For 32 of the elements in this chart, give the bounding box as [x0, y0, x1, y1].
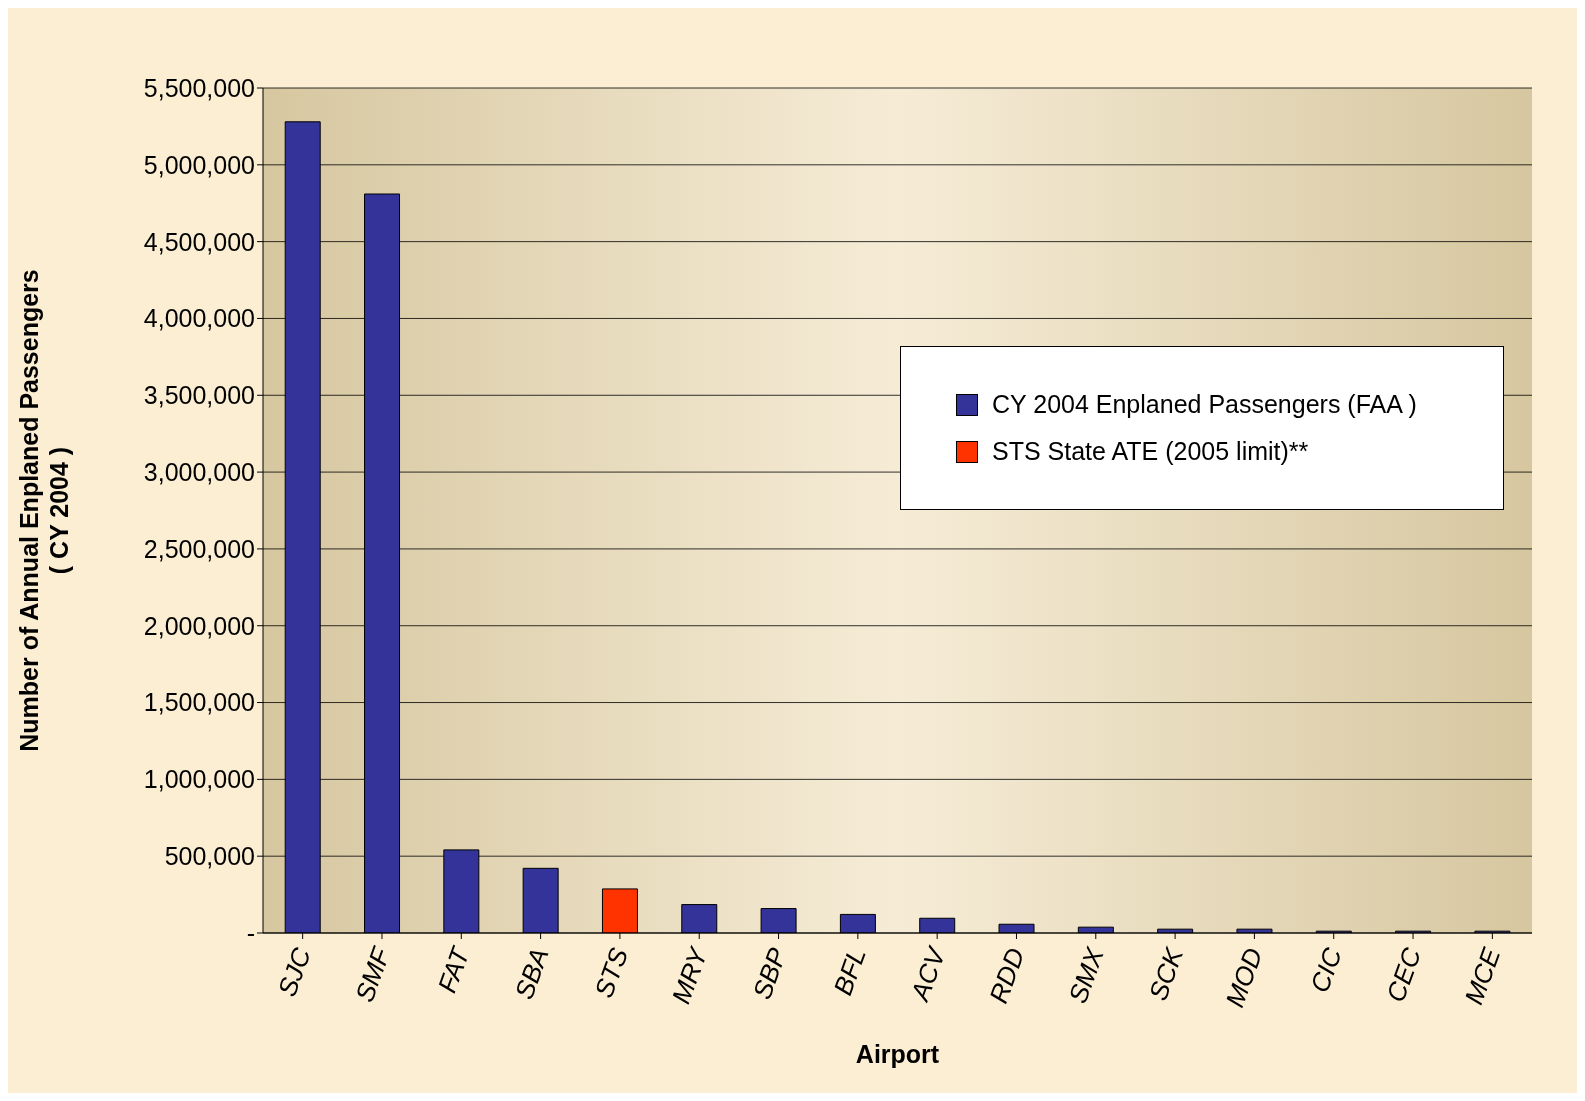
y-tick-label: 1,500,000 — [143, 688, 255, 717]
y-axis-title: Number of Annual Enplaned Passengers ( CY 2004 ) — [15, 269, 73, 752]
x-tick-label: CEC — [1380, 943, 1428, 1006]
x-tick-label: MRY — [665, 942, 714, 1008]
x-tick-label: SBA — [508, 943, 555, 1004]
y-tick-label: 5,500,000 — [143, 73, 255, 102]
x-axis-title: Airport — [855, 1040, 940, 1068]
y-tick-label: 3,000,000 — [143, 457, 255, 486]
legend-label: CY 2004 Enplaned Passengers (FAA ) — [992, 390, 1417, 419]
y-tick-label: 500,000 — [164, 842, 255, 871]
x-tick-label: STS — [588, 943, 635, 1002]
y-tick-label: 4,500,000 — [143, 227, 255, 256]
x-tick-label: MOD — [1219, 943, 1269, 1012]
y-tick-label: 2,000,000 — [143, 611, 255, 640]
x-tick-label: SMF — [349, 941, 397, 1006]
y-tick-label: 4,000,000 — [143, 304, 255, 333]
y-tick-label: 5,000,000 — [143, 150, 255, 179]
x-tick-label: SCK — [1142, 942, 1190, 1005]
legend-label: STS State ATE (2005 limit)** — [992, 437, 1309, 466]
x-tick-label: RDD — [983, 943, 1031, 1008]
y-tick-label: 1,000,000 — [143, 765, 255, 794]
x-tick-label: BFL — [827, 943, 872, 999]
x-tick-label: ACV — [904, 941, 953, 1007]
x-tick-label: FAT — [431, 941, 477, 997]
y-tick-label: - — [246, 918, 255, 947]
y-tick-label: 3,500,000 — [143, 381, 255, 410]
y-tick-label: 2,500,000 — [143, 534, 255, 563]
x-tick-label: SJC — [271, 943, 317, 1001]
x-tick-label: SMX — [1062, 942, 1111, 1008]
x-tick-label: SBP — [746, 943, 793, 1004]
x-tick-label: CIC — [1304, 943, 1348, 997]
x-tick-label: MCE — [1458, 943, 1507, 1009]
